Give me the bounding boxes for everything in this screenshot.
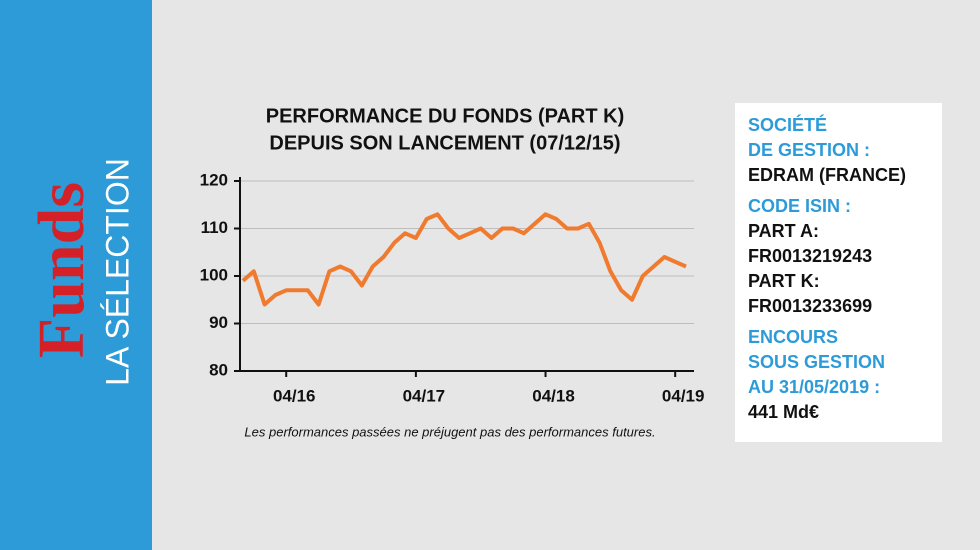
info-value: PART K:	[748, 271, 820, 291]
chart-title: DEPUIS SON LANCEMENT (07/12/15)	[269, 132, 620, 154]
info-label: CODE ISIN :	[748, 196, 852, 216]
x-tick-label: 04/17	[403, 386, 446, 405]
x-tick-label: 04/19	[662, 386, 705, 405]
chart: Funds LA SÉLECTION PERFORMANCE DU FONDS …	[25, 105, 705, 439]
info-value: 441 Md€	[748, 402, 820, 422]
info-label: SOCIÉTÉ	[748, 115, 828, 135]
y-tick-label: 120	[200, 170, 228, 189]
x-tick-label: 04/18	[532, 386, 575, 405]
info-value: PART A:	[748, 221, 819, 241]
info-label: SOUS GESTION	[748, 352, 886, 372]
y-tick-label: 90	[209, 313, 228, 332]
y-tick-label: 80	[209, 360, 228, 379]
info-value: FR0013233699	[748, 296, 873, 316]
data-line	[241, 212, 687, 307]
footnote: Les performances passées ne préjugent pa…	[244, 424, 655, 439]
section-title: LA SÉLECTION	[99, 158, 135, 386]
info-group: ENCOURS SOUS GESTION AU 31/05/2019 : 441 Md…	[748, 325, 942, 425]
info-value: FR0013219243	[748, 246, 873, 266]
info-group: SOCIÉTÉ DE GESTION : EDRAM (FRANCE)	[748, 113, 942, 188]
info-group: CODE ISIN : PART A: FR0013219243 PART K: FR0…	[748, 194, 942, 319]
chart-title: PERFORMANCE DU FONDS (PART K)	[266, 105, 625, 127]
info-label: ENCOURS	[748, 327, 839, 347]
y-tick-label: 100	[200, 265, 228, 284]
info-value: EDRAM (FRANCE)	[748, 165, 906, 185]
y-tick-label: 110	[201, 218, 228, 237]
info-label: DE GESTION :	[748, 140, 871, 160]
brand: Funds	[25, 182, 98, 358]
x-tick-label: 04/16	[273, 386, 316, 405]
info-label: AU 31/05/2019 :	[748, 377, 881, 397]
info-box: SOCIÉTÉ DE GESTION : EDRAM (FRANCE) CODE IS…	[735, 103, 942, 442]
sidebar	[0, 0, 152, 550]
